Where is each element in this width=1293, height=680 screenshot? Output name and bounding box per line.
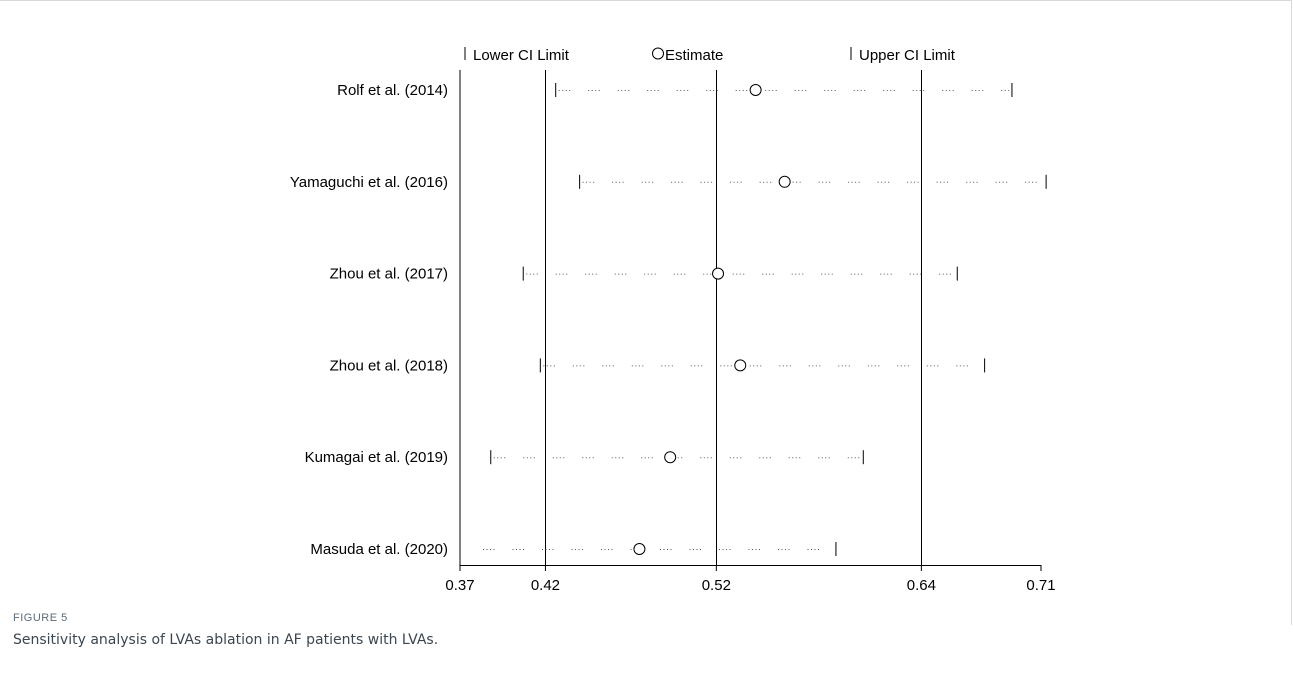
estimate-marker <box>734 359 747 372</box>
figure-label: FIGURE 5 <box>13 612 68 624</box>
x-tick-label-0: 0.37 <box>445 577 474 594</box>
legend-estimate-label: Estimate <box>665 47 723 64</box>
x-tick-label-3: 0.64 <box>907 577 936 594</box>
estimate-marker <box>664 451 677 464</box>
study-row-4: Kumagai et al. (2019) <box>305 449 864 466</box>
estimate-marker <box>749 84 762 96</box>
study-row-3: Zhou et al. (2018) <box>330 357 986 374</box>
study-row-1: Yamaguchi et al. (2016) <box>290 174 1047 191</box>
legend-upper-label: Upper CI Limit <box>859 47 956 64</box>
x-tick-label-2: 0.52 <box>702 577 731 594</box>
estimate-marker <box>778 175 791 188</box>
study-label: Rolf et al. (2014) <box>337 82 448 99</box>
x-tick-label-1: 0.42 <box>531 577 560 594</box>
legend-estimate-marker <box>652 47 664 60</box>
study-row-0: Rolf et al. (2014) <box>337 82 1013 99</box>
study-label: Kumagai et al. (2019) <box>305 449 448 466</box>
estimate-marker <box>712 267 725 280</box>
estimate-marker <box>633 543 646 555</box>
study-row-2: Zhou et al. (2017) <box>330 266 958 283</box>
sensitivity-chart: Lower CI Limit Estimate Upper CI Limit Rol… <box>290 47 1056 594</box>
study-row-5: Masuda et al. (2020) <box>310 541 837 558</box>
study-rows: Rolf et al. (2014) Yamaguchi et al. (2016… <box>290 82 1047 558</box>
legend-lower-label: Lower CI Limit <box>473 47 570 64</box>
study-label: Yamaguchi et al. (2016) <box>290 174 448 191</box>
figure-caption: Sensitivity analysis of LVAs ablation in… <box>13 632 439 648</box>
legend: Lower CI Limit Estimate Upper CI Limit <box>464 47 956 64</box>
x-tick-label-4: 0.71 <box>1026 577 1055 594</box>
figure-frame <box>0 0 1292 625</box>
study-label: Zhou et al. (2018) <box>330 357 448 374</box>
reference-lines <box>459 70 922 565</box>
study-label: Masuda et al. (2020) <box>310 541 448 558</box>
x-axis: 0.37 0.42 0.52 0.64 0.71 <box>445 565 1056 594</box>
study-label: Zhou et al. (2017) <box>330 266 448 283</box>
